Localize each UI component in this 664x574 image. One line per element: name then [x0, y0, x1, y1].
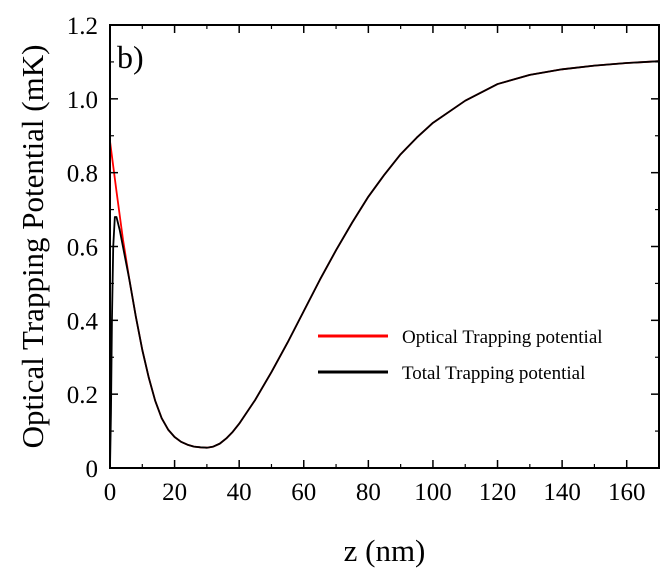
- series-layer: [110, 60, 659, 468]
- x-tick-label: 120: [479, 479, 517, 506]
- y-tick-label: 1.2: [67, 13, 98, 40]
- x-tick-label: 140: [543, 479, 581, 506]
- x-tick-label: 40: [227, 479, 252, 506]
- legend: Optical Trapping potential Total Trappin…: [318, 327, 603, 384]
- x-tick-label: 100: [414, 479, 452, 506]
- y-tick-label: 0.8: [67, 161, 98, 188]
- x-axis-title: z (nm): [344, 533, 426, 568]
- series-optical-line: [110, 60, 659, 449]
- legend-label-optical: Optical Trapping potential: [402, 327, 603, 348]
- legend-label-total: Total Trapping potential: [402, 363, 585, 384]
- ticks-layer: 0 20 40 60 80 100 120 140 160 0 0.2 0.4 0.6 0.8 1.0 1.2: [67, 13, 659, 506]
- x-tick-label: 20: [162, 479, 187, 506]
- x-tick-label: 160: [608, 479, 646, 506]
- x-tick-label: 80: [356, 479, 381, 506]
- y-tick-label: 0.4: [67, 308, 99, 335]
- plot-frame: [109, 24, 660, 469]
- y-tick-label: 0.2: [67, 382, 98, 409]
- x-tick-label: 60: [291, 479, 316, 506]
- panel-label: b): [117, 39, 144, 75]
- y-tick-label: 0.6: [67, 235, 98, 262]
- y-tick-label: 0: [86, 456, 99, 483]
- y-tick-label: 1.0: [67, 87, 98, 114]
- x-tick-label: 0: [104, 479, 117, 506]
- y-axis-title: Optical Trapping Potential (mK): [15, 45, 50, 449]
- series-total-line: [110, 60, 659, 468]
